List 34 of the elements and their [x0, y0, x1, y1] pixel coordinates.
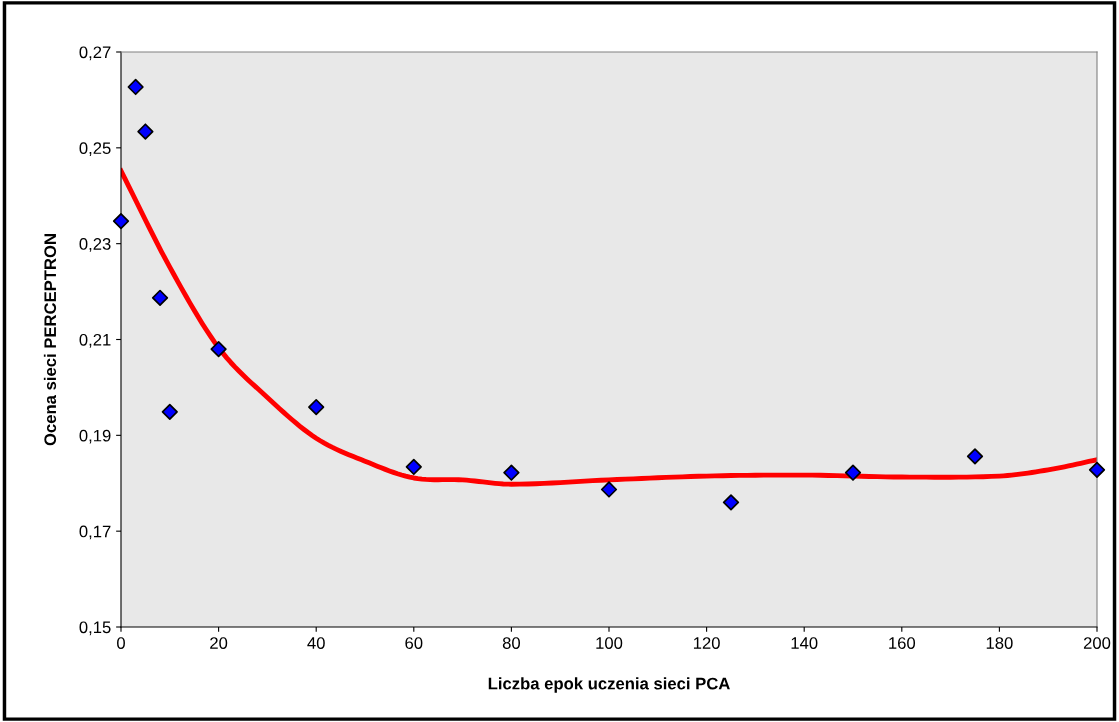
y-tick-label: 0,23	[79, 238, 111, 252]
x-tick-label: 0	[117, 637, 125, 649]
point	[127, 78, 144, 96]
point	[308, 398, 325, 416]
point	[405, 458, 422, 476]
point	[1088, 461, 1106, 478]
point	[210, 340, 227, 358]
y-tick-label: 0,17	[79, 525, 111, 540]
point	[161, 403, 178, 420]
y-tick-label: 0,15	[79, 621, 111, 636]
y-axis-title: Ocena sieci PERCEPTRON	[43, 234, 57, 446]
y-tick-label: 0,25	[79, 142, 111, 157]
x-tick-label: 60	[405, 637, 423, 649]
point	[151, 289, 169, 306]
point	[503, 464, 520, 481]
point	[600, 481, 618, 498]
point	[137, 123, 154, 140]
point	[966, 448, 984, 465]
y-tick-label: 0,19	[79, 429, 111, 444]
point	[844, 464, 862, 481]
x-axis-title: Liczba epok uczenia sieci PCA	[488, 677, 730, 693]
x-tick-label: 100	[596, 637, 623, 649]
x-tick-label: 200	[1083, 637, 1111, 649]
x-tick-label: 40	[307, 637, 325, 649]
x-tick-label: 20	[210, 637, 228, 649]
y-tick-label: 0,21	[79, 333, 111, 348]
y-tick-label: 0,27	[79, 46, 111, 61]
x-tick-label: 160	[889, 637, 916, 649]
point	[112, 213, 130, 230]
x-tick-label: 140	[791, 637, 818, 649]
x-tick-label: 120	[693, 637, 720, 649]
x-tick-label: 180	[986, 637, 1013, 649]
x-tick-label: 80	[502, 637, 521, 649]
point	[722, 494, 740, 511]
